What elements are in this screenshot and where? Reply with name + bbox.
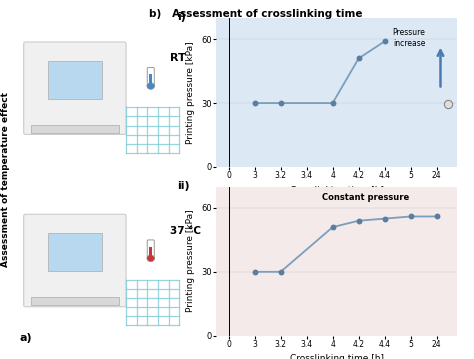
FancyBboxPatch shape bbox=[147, 67, 154, 87]
Point bbox=[251, 269, 258, 275]
Point bbox=[407, 214, 414, 219]
Bar bbox=[48, 61, 102, 99]
Point bbox=[433, 214, 440, 219]
FancyBboxPatch shape bbox=[24, 214, 126, 307]
Circle shape bbox=[147, 255, 155, 262]
Point bbox=[329, 100, 337, 106]
Point bbox=[381, 216, 388, 222]
Text: Assessment of temperature effect: Assessment of temperature effect bbox=[1, 92, 10, 267]
Point bbox=[355, 218, 363, 224]
Bar bbox=[149, 247, 152, 258]
Text: i): i) bbox=[177, 12, 186, 22]
Text: 37 °C: 37 °C bbox=[170, 225, 201, 236]
Y-axis label: Printing pressure [kPa]: Printing pressure [kPa] bbox=[186, 41, 195, 144]
X-axis label: Crosslinking time [h]: Crosslinking time [h] bbox=[290, 354, 383, 359]
Text: ii): ii) bbox=[177, 181, 190, 191]
Text: Pressure
increase: Pressure increase bbox=[392, 28, 426, 48]
Bar bbox=[30, 125, 119, 133]
Text: Constant pressure: Constant pressure bbox=[322, 193, 409, 202]
FancyBboxPatch shape bbox=[147, 240, 154, 259]
Bar bbox=[149, 74, 152, 86]
Text: RT: RT bbox=[170, 53, 185, 63]
Text: a): a) bbox=[20, 333, 33, 343]
FancyBboxPatch shape bbox=[24, 42, 126, 134]
Point bbox=[277, 269, 284, 275]
Y-axis label: Printing pressure [kPa]: Printing pressure [kPa] bbox=[186, 210, 195, 312]
Bar bbox=[48, 233, 102, 271]
X-axis label: Crosslinking time [h]: Crosslinking time [h] bbox=[290, 186, 383, 195]
Point bbox=[355, 56, 363, 61]
Text: b)   Assessment of crosslinking time: b) Assessment of crosslinking time bbox=[149, 9, 363, 19]
Point bbox=[381, 38, 388, 44]
Bar bbox=[30, 298, 119, 305]
Circle shape bbox=[147, 83, 155, 89]
Point bbox=[251, 100, 258, 106]
Point bbox=[329, 224, 337, 230]
Point bbox=[277, 100, 284, 106]
